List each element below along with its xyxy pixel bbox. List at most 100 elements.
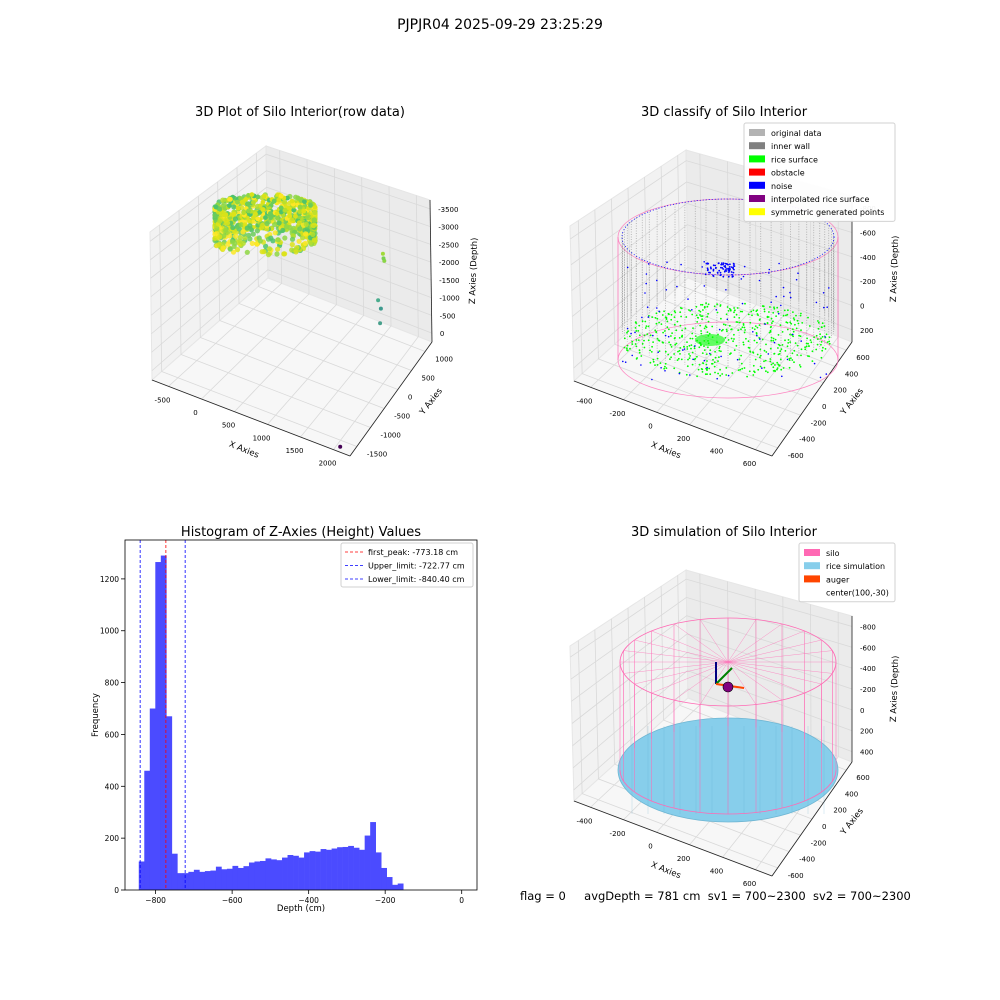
rice-surface-point [671,332,673,334]
x-tick-label: 0 [648,842,652,850]
rice-surface-point [820,337,822,340]
rice-surface-point [756,353,759,356]
y-axis-line [771,341,853,457]
rice-surface-point [713,305,716,308]
raw-point [232,216,238,222]
rice-surface-point [808,345,810,348]
rice-surface-point [756,313,759,315]
noise-point [730,266,733,268]
z-tick-label: -3500 [438,206,458,214]
rice-surface-point [737,369,740,371]
noise-point [722,275,725,278]
rice-surface-point [817,327,820,330]
noise-point [680,263,682,266]
rice-surface-point [763,349,766,352]
noise-point [770,301,772,304]
rice-surface-point [720,350,722,353]
rice-surface-point [777,334,780,336]
rice-surface-point [763,308,766,311]
raw-point [310,231,316,237]
x-axis-line [573,380,773,457]
rice-surface-point [699,310,702,313]
rice-surface-point [801,322,804,324]
rice-surface-point [688,357,691,359]
histogram-bar [188,871,195,890]
z-tick-label: -3000 [438,224,458,232]
rice-surface-point [699,314,701,316]
rice-surface-point [789,333,791,336]
grid-x [234,168,337,412]
noise-point [740,278,743,280]
rice-surface-point [688,344,691,347]
rice-surface-point [794,342,797,344]
z-tick-label: 0 [860,303,864,311]
rice-surface-point [651,345,653,348]
rice-surface-point [706,305,709,308]
rice-surface-point [641,320,644,323]
silo-top-spoke [727,661,783,701]
noise-point [726,318,729,321]
histogram-bar [331,848,338,890]
rice-surface-point [654,329,657,332]
noise-point [656,307,658,309]
silo-top-spoke [634,639,729,663]
rice-surface-point [719,368,721,371]
rice-surface-point [754,325,757,327]
rice-surface-point [705,353,708,355]
rice-surface-point [720,329,723,332]
rice-surface-point [673,310,676,313]
rice-surface-point [656,337,659,340]
rice-surface-point [741,367,744,370]
grid-x [755,612,839,870]
rice-surface-point [716,311,719,314]
rice-surface-point [698,346,701,349]
rice-surface-point [754,358,757,361]
noise-point [664,334,667,337]
rice-surface-point [629,335,631,338]
rice-surface-point [805,342,808,345]
histogram-bar [182,873,189,890]
y-tick-label: 600 [856,774,869,782]
noise-point [775,295,777,298]
noise-point [767,353,770,355]
noise-point [631,354,633,357]
silo-top-spoke [727,639,822,663]
rice-surface-point [674,337,676,339]
rice-surface-point [738,321,741,324]
y-tick-label: 400 [845,370,858,378]
rice-surface-point [787,339,790,341]
rice-surface-point [751,314,753,317]
histogram-bar [315,851,321,890]
rice-surface-point [638,349,641,352]
grid-z [570,596,853,680]
noise-point [706,366,708,369]
noise-point [768,272,770,274]
rice-surface-point [705,363,708,366]
rice-surface-point [676,320,679,323]
rice-surface-point [811,360,814,362]
rice-surface-point [773,306,775,309]
rice-surface-point [694,335,697,337]
rice-surface-point [714,356,717,359]
rice-surface-point [698,309,700,312]
raw-point [230,224,236,231]
rice-surface-point [753,371,756,374]
raw-point [227,246,233,252]
z-tick-label: 200 [860,728,873,736]
rice-surface-point [733,349,736,351]
rice-surface-point [643,339,645,342]
rice-surface-point [701,315,704,317]
rice-surface-point [701,352,704,354]
rice-surface-point [783,309,786,312]
rice-surface-point [806,337,808,340]
silo-top-spoke [699,619,729,663]
y-tick-label: 600 [856,354,869,362]
z-tick-label: 400 [860,749,873,757]
x-tick-label: −200 [375,896,396,905]
raw-point [293,213,298,219]
noise-point [725,270,728,272]
raw-data-title: 3D Plot of Silo Interior(row data) [195,105,405,120]
grid-y [594,209,790,432]
histogram-bar [204,871,211,890]
rice-surface-point [772,339,775,342]
